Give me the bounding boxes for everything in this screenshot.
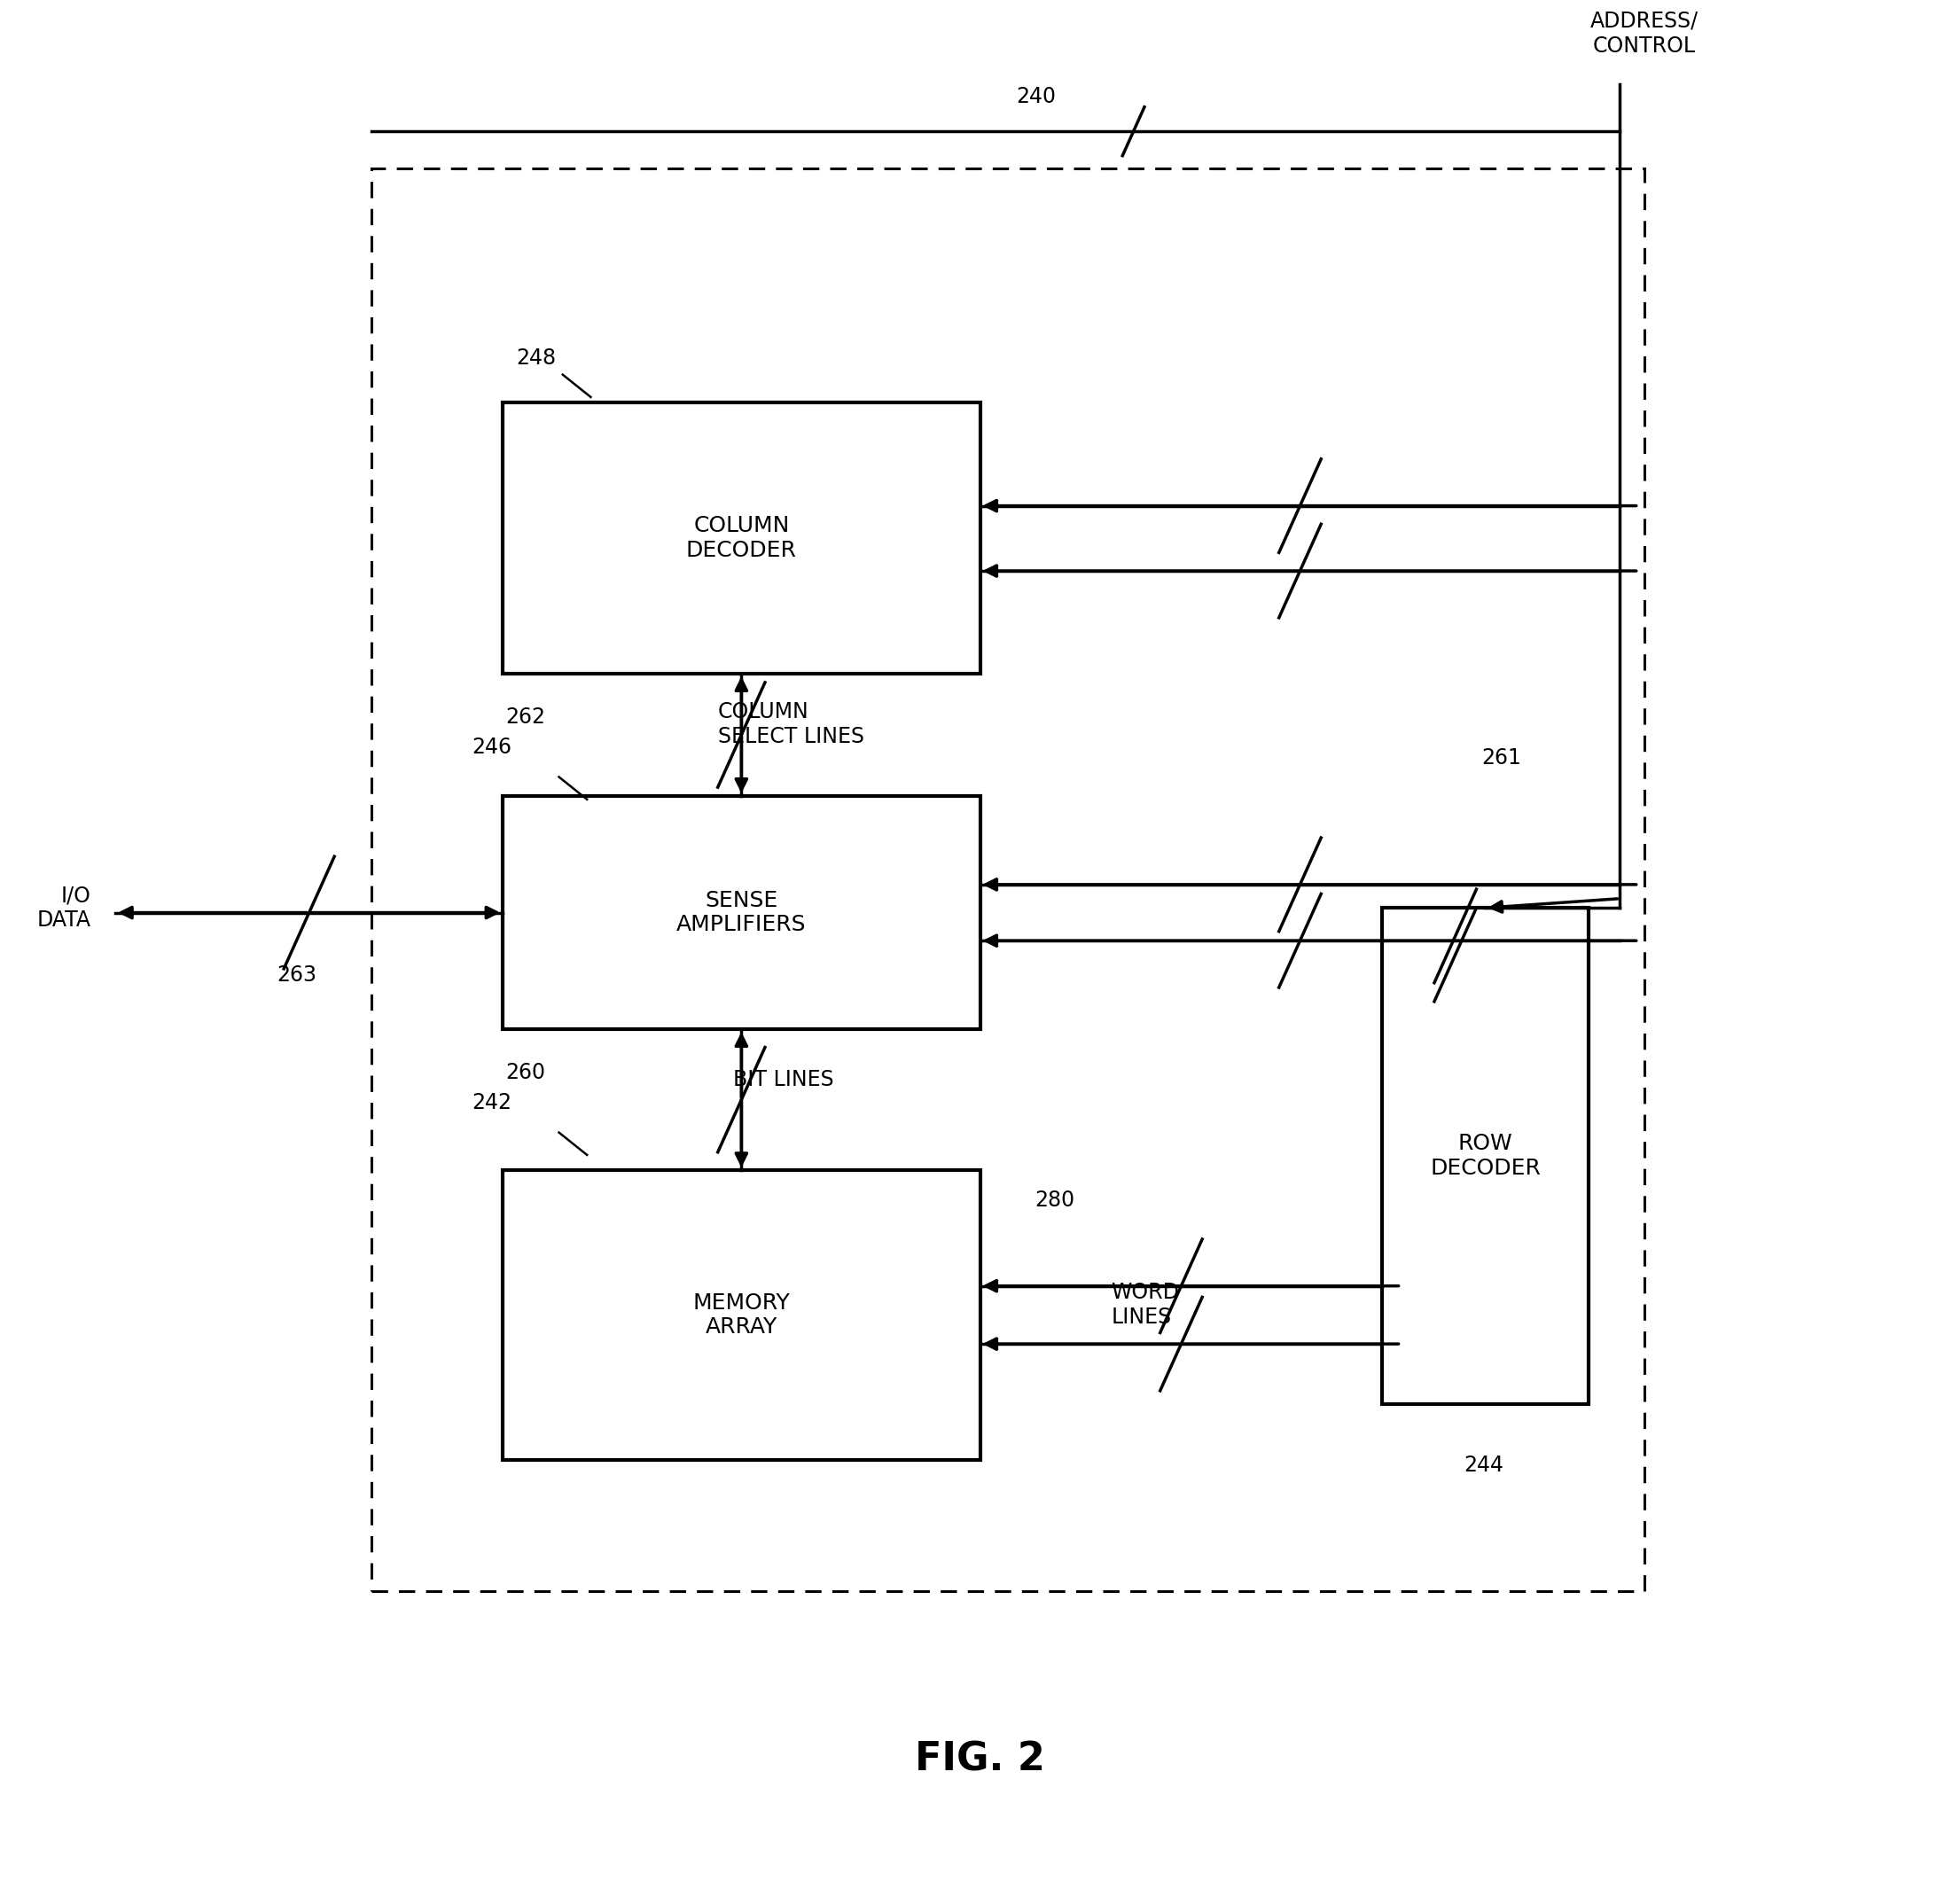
Text: SENSE
AMPLIFIERS: SENSE AMPLIFIERS xyxy=(676,890,806,935)
Text: COLUMN
DECODER: COLUMN DECODER xyxy=(686,515,798,561)
Text: ADDRESS/
CONTROL: ADDRESS/ CONTROL xyxy=(1590,11,1699,56)
Bar xyxy=(504,403,980,673)
Text: 280: 280 xyxy=(1035,1191,1074,1211)
Text: 242: 242 xyxy=(472,1093,512,1114)
Text: 263: 263 xyxy=(276,965,318,986)
Text: 260: 260 xyxy=(506,1063,545,1083)
Bar xyxy=(504,796,980,1029)
Text: FIG. 2: FIG. 2 xyxy=(915,1740,1045,1778)
Text: 240: 240 xyxy=(1015,87,1056,107)
Text: COLUMN
SELECT LINES: COLUMN SELECT LINES xyxy=(717,702,864,747)
Text: I/O
DATA: I/O DATA xyxy=(37,884,90,931)
Text: MEMORY
ARRAY: MEMORY ARRAY xyxy=(692,1292,790,1337)
Text: 244: 244 xyxy=(1464,1454,1503,1475)
Bar xyxy=(372,169,1644,1591)
Text: 246: 246 xyxy=(472,737,512,758)
Text: 262: 262 xyxy=(506,707,545,728)
Text: BIT LINES: BIT LINES xyxy=(733,1070,833,1091)
Text: WORD
LINES: WORD LINES xyxy=(1111,1281,1180,1328)
Text: 261: 261 xyxy=(1482,747,1521,769)
Bar xyxy=(1382,909,1588,1403)
Text: ROW
DECODER: ROW DECODER xyxy=(1431,1132,1541,1179)
Bar xyxy=(504,1170,980,1460)
Text: 248: 248 xyxy=(515,348,557,369)
